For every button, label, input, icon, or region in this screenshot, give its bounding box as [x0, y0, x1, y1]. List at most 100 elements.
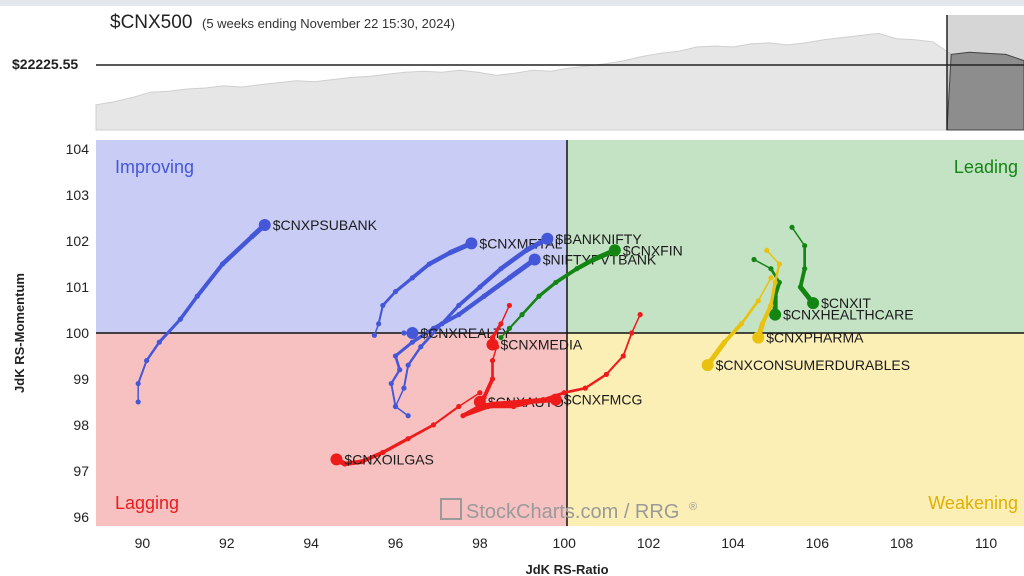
tail-point	[388, 380, 394, 387]
series-head-point[interactable]	[752, 331, 765, 344]
tail-point	[603, 371, 610, 377]
tail-point	[536, 293, 542, 299]
tail-point	[376, 321, 382, 327]
tail-segment	[765, 249, 781, 265]
series-head-point[interactable]	[406, 327, 419, 339]
x-tick-label: 98	[472, 535, 488, 551]
benchmark-price-label: $22225.55	[12, 56, 79, 72]
series-cnxfin: $CNXFIN	[498, 242, 683, 341]
tail-point	[721, 339, 728, 345]
watermark-registered-mark: ®	[689, 501, 697, 513]
tail-segment	[605, 354, 625, 376]
series-head-point[interactable]	[701, 359, 714, 372]
tail-point	[498, 321, 504, 327]
tail-point	[401, 385, 407, 391]
series-head-point[interactable]	[465, 237, 478, 250]
tail-segment	[630, 313, 641, 334]
tail-point	[392, 289, 399, 295]
tail-segment	[520, 294, 541, 316]
tail-segment	[157, 317, 182, 344]
series-label: $CNXCONSUMERDURABLES	[716, 357, 910, 373]
top-strip	[0, 0, 1024, 6]
y-tick-label: 97	[73, 463, 89, 479]
series-head-point[interactable]	[549, 393, 562, 406]
tail-point	[144, 357, 150, 364]
series-label: $CNXOILGAS	[344, 451, 433, 467]
tail-point	[456, 403, 462, 410]
y-tick-label: 100	[66, 325, 90, 341]
stockcharts-watermark: StockCharts.com / RRG ®	[440, 498, 697, 523]
stockcharts-logo-icon	[440, 498, 462, 520]
tail-segment	[381, 290, 397, 307]
tail-point	[582, 385, 588, 391]
tail-point	[506, 302, 512, 309]
series-head-point[interactable]	[608, 244, 621, 257]
tail-point	[768, 302, 774, 309]
tail-point	[489, 401, 496, 407]
tail-segment	[137, 359, 148, 385]
tail-point	[380, 302, 386, 309]
tail-point	[456, 302, 462, 309]
series-head-point[interactable]	[330, 453, 343, 466]
series-label: $CNXMEDIA	[501, 336, 583, 352]
tail-segment	[393, 340, 414, 358]
tail-point	[405, 413, 411, 419]
tail-point	[764, 247, 770, 253]
series-cnxit: $CNXIT	[789, 224, 871, 311]
tail-point	[498, 334, 504, 341]
tail-segment	[195, 262, 225, 299]
tail-segment	[377, 304, 384, 325]
series-head-point[interactable]	[258, 219, 271, 232]
tail-point	[540, 397, 546, 403]
tail-point	[776, 279, 782, 286]
tail-segment	[753, 258, 772, 270]
quadrant-weakening-bg	[567, 333, 1024, 526]
series-head-point[interactable]	[541, 232, 554, 245]
tail-point	[553, 279, 559, 286]
tail-point	[430, 422, 437, 428]
tail-segment	[460, 404, 482, 418]
tail-point	[489, 357, 496, 364]
tail-segment	[481, 275, 512, 299]
tail-point	[456, 312, 462, 318]
tail-point	[768, 266, 774, 272]
tail-segment	[477, 266, 504, 290]
series-label: $BANKNIFTY	[555, 231, 642, 247]
tail-segment	[498, 248, 529, 271]
series-label: $CNXPSUBANK	[273, 217, 378, 233]
tail-segment	[798, 266, 807, 289]
tail-segment	[622, 332, 633, 357]
x-tick-label: 100	[553, 535, 577, 551]
x-tick-label: 108	[890, 535, 914, 551]
tail-segment	[490, 322, 503, 340]
tail-segment	[390, 382, 397, 408]
tail-point	[489, 376, 496, 382]
tail-point	[789, 224, 795, 230]
series-head-point[interactable]	[769, 308, 782, 321]
tail-point	[418, 344, 424, 350]
tail-point	[637, 312, 643, 318]
series-head-point[interactable]	[807, 297, 820, 310]
tail-point	[776, 261, 782, 267]
tail-point	[629, 330, 635, 336]
tail-point	[519, 312, 525, 318]
x-tick-label: 90	[135, 535, 151, 551]
tail-segment	[359, 450, 385, 464]
tail-point	[797, 284, 804, 290]
tail-segment	[394, 387, 405, 408]
tail-segment	[553, 266, 579, 285]
tail-point	[802, 266, 808, 272]
x-tick-label: 96	[388, 535, 404, 551]
tail-segment	[760, 303, 773, 326]
series-label: $CNXFMCG	[564, 392, 643, 408]
series-head-point[interactable]	[528, 253, 541, 266]
x-tick-label: 106	[806, 535, 830, 551]
series-label: $CNXFIN	[623, 242, 683, 258]
tail-segment	[490, 399, 525, 407]
tail-point	[405, 362, 411, 368]
tail-point	[477, 390, 483, 396]
x-axis-title: JdK RS-Ratio	[525, 562, 608, 576]
tail-segment	[390, 368, 401, 385]
series-layer: $CNXPSUBANK$CNXMETAL$BANKNIFTY$NIFTYPVTB…	[135, 217, 914, 467]
tail-segment	[722, 321, 744, 345]
